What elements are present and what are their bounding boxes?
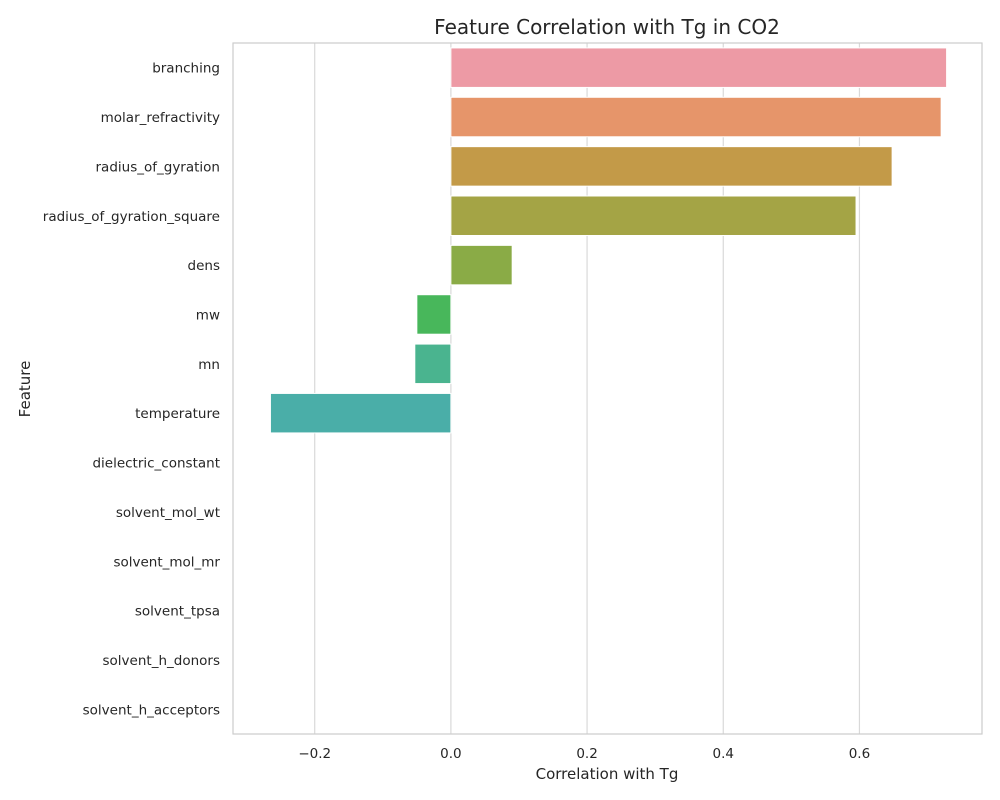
y-tick-label: dens xyxy=(188,258,220,274)
bar-radius-of-gyration xyxy=(450,146,893,187)
x-tick-labels: −0.2 0.0 0.2 0.4 0.6 xyxy=(298,746,870,762)
y-axis-label: Feature xyxy=(16,361,34,418)
x-tick-label: 0.6 xyxy=(849,746,870,762)
bar-temperature xyxy=(269,392,452,434)
x-tick-label: −0.2 xyxy=(298,746,331,762)
y-tick-labels: branching molar_refractivity radius_of_gyr… xyxy=(43,61,221,719)
bar-mn xyxy=(414,343,452,385)
bar-branching xyxy=(450,47,948,88)
y-tick-label: solvent_h_acceptors xyxy=(83,702,220,718)
y-tick-label: mn xyxy=(198,357,220,373)
chart-title: Feature Correlation with Tg in CO2 xyxy=(434,15,780,39)
y-tick-label: molar_refractivity xyxy=(101,110,220,126)
y-tick-label: solvent_tpsa xyxy=(135,604,220,620)
x-tick-label: 0.2 xyxy=(576,746,597,762)
bar-radius-of-gyration-square xyxy=(450,195,857,236)
y-tick-label: solvent_mol_wt xyxy=(116,505,220,521)
x-axis-label: Correlation with Tg xyxy=(536,765,679,783)
bar-mw xyxy=(416,294,452,335)
bar-dens xyxy=(450,244,513,286)
y-tick-label: solvent_h_donors xyxy=(103,653,220,669)
x-tick-label: 0.0 xyxy=(440,746,461,762)
bar-molar-refractivity xyxy=(450,96,942,138)
y-tick-label: mw xyxy=(196,307,220,323)
y-tick-label: branching xyxy=(152,61,220,77)
x-tick-label: 0.4 xyxy=(713,746,734,762)
y-tick-label: dielectric_constant xyxy=(92,456,220,472)
y-tick-label: temperature xyxy=(135,406,220,422)
y-tick-label: solvent_mol_mr xyxy=(113,554,220,570)
plot-frame xyxy=(232,42,983,735)
y-tick-label: radius_of_gyration xyxy=(96,159,221,175)
y-tick-label: radius_of_gyration_square xyxy=(43,209,220,225)
bar-series xyxy=(269,47,948,434)
